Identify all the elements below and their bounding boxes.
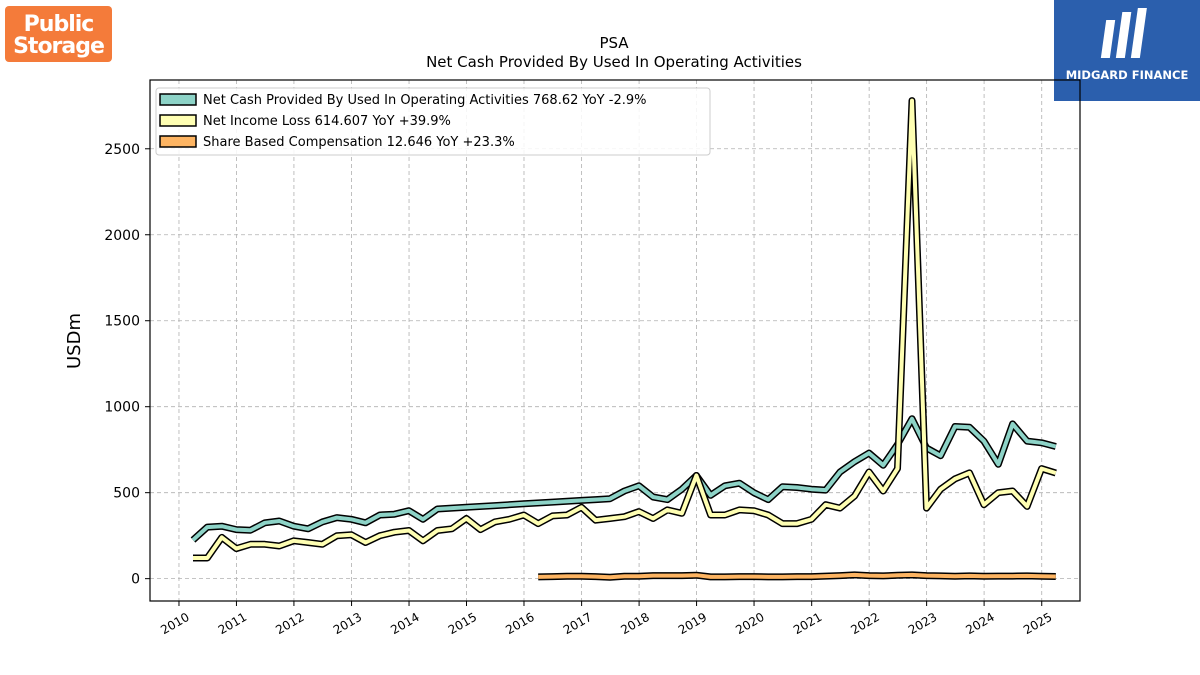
midgard-emblem-icon — [1100, 8, 1147, 58]
x-tick-label: 2019 — [676, 610, 709, 637]
y-tick-label: 500 — [113, 486, 140, 502]
x-tick-label: 2023 — [906, 610, 939, 637]
legend: Net Cash Provided By Used In Operating A… — [155, 87, 711, 156]
logo-text: MIDGARD FINANCE — [1065, 68, 1189, 82]
y-tick-label: 2500 — [104, 142, 140, 158]
chart-subtitle: Net Cash Provided By Used In Operating A… — [426, 53, 802, 71]
x-tick-label: 2013 — [331, 610, 364, 637]
public-storage-logo: Public Storage — [5, 6, 112, 62]
y-tick-label: 1000 — [104, 400, 140, 416]
legend-entry-operating-cash: Net Cash Provided By Used In Operating A… — [203, 93, 646, 108]
legend-swatch-operating-cash — [159, 93, 197, 106]
plot-frame — [149, 79, 1081, 602]
x-tick-label: 2017 — [561, 610, 594, 637]
x-tick-label: 2010 — [158, 610, 191, 637]
legend-entry-share-comp: Share Based Compensation 12.646 YoY +23.… — [203, 135, 515, 150]
axis-ticks: 0 500 1000 1500 2000 2500 2010 2011 2012 2013 2014… — [104, 142, 1054, 637]
y-axis-label: USDm — [64, 313, 85, 369]
logo-line-1: Public — [23, 12, 95, 37]
logo-line-2: Storage — [13, 34, 105, 59]
x-tick-label: 2021 — [791, 610, 824, 637]
x-tick-label: 2020 — [733, 610, 766, 637]
y-tick-label: 1500 — [104, 314, 140, 330]
x-tick-label: 2011 — [216, 610, 249, 637]
x-tick-label: 2025 — [1021, 610, 1054, 637]
legend-entry-net-income: Net Income Loss 614.607 YoY +39.9% — [203, 114, 451, 129]
y-tick-label: 0 — [131, 572, 140, 588]
x-tick-label: 2014 — [388, 610, 421, 637]
x-tick-label: 2018 — [618, 610, 651, 637]
chart-title: PSA — [599, 34, 629, 52]
x-tick-label: 2016 — [503, 610, 536, 637]
midgard-finance-logo: MIDGARD FINANCE — [1054, 0, 1200, 101]
series-line-net-income — [193, 98, 1057, 560]
x-tick-label: 2015 — [446, 610, 479, 637]
legend-swatch-share-comp — [159, 135, 197, 148]
x-tick-label: 2024 — [963, 610, 996, 637]
y-tick-label: 2000 — [104, 228, 140, 244]
legend-swatch-net-income — [159, 114, 197, 127]
x-tick-label: 2012 — [273, 610, 306, 637]
x-tick-label: 2022 — [848, 610, 881, 637]
series-lines — [190, 97, 1057, 581]
legend-box — [155, 87, 711, 156]
series-line-share-comp — [538, 572, 1056, 580]
